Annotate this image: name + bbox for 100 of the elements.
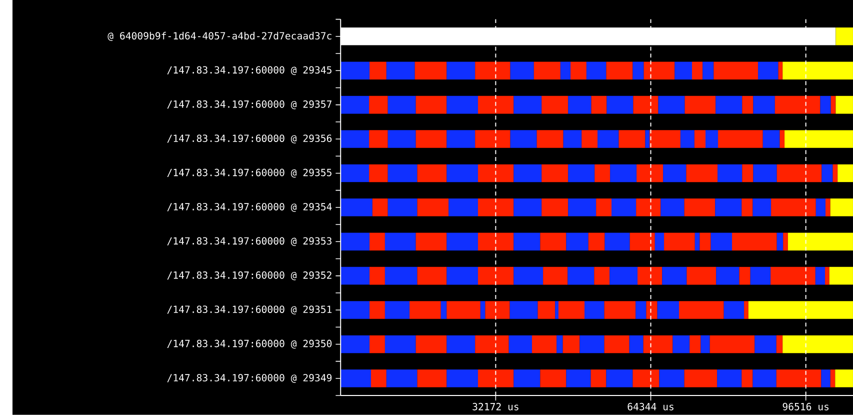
bar <box>446 130 476 148</box>
bar <box>610 266 638 285</box>
bar <box>630 232 655 251</box>
bar <box>821 370 830 388</box>
y-tick-label: /147.83.34.197:60000 @ 29350 <box>167 340 332 349</box>
bar <box>658 96 685 114</box>
bar <box>782 62 853 80</box>
bar <box>446 96 478 114</box>
bar <box>510 301 538 319</box>
bar <box>485 301 510 319</box>
bar <box>534 62 560 80</box>
bar <box>384 301 410 319</box>
y-tick-label: /147.83.34.197:60000 @ 29356 <box>167 134 332 144</box>
bar <box>692 62 703 80</box>
bar <box>663 164 686 182</box>
bar <box>556 335 563 354</box>
bar <box>710 232 732 251</box>
bar <box>417 198 449 216</box>
bar <box>690 335 701 354</box>
x-tick-label: 32172 us <box>472 402 518 410</box>
bar <box>414 62 447 80</box>
bar <box>370 232 385 251</box>
bar <box>372 198 388 216</box>
bar <box>590 370 606 388</box>
bar <box>684 370 718 388</box>
bar <box>638 266 662 285</box>
bar <box>629 335 644 354</box>
bar <box>416 335 447 354</box>
bar <box>388 96 416 114</box>
bar <box>606 62 633 80</box>
bar <box>822 164 833 182</box>
bar <box>742 198 753 216</box>
bar <box>568 96 592 114</box>
bar <box>776 370 822 388</box>
y-tick-label: /147.83.34.197:60000 @ 29345 <box>167 66 332 76</box>
bar <box>816 198 826 216</box>
bar <box>718 130 763 148</box>
bar <box>370 266 385 285</box>
bar <box>684 96 716 114</box>
bar <box>369 96 388 114</box>
bar <box>560 62 571 80</box>
bar <box>829 266 853 285</box>
bar <box>388 130 416 148</box>
bar <box>478 96 514 114</box>
bar <box>568 164 595 182</box>
bar <box>633 96 658 114</box>
bar <box>604 232 630 251</box>
bar <box>742 164 754 182</box>
bar <box>753 164 777 182</box>
bar <box>742 370 753 388</box>
bar <box>416 232 447 251</box>
bar <box>596 198 612 216</box>
bar <box>448 198 478 216</box>
bar <box>514 266 544 285</box>
bar <box>514 232 540 251</box>
bar <box>776 335 783 354</box>
bar <box>384 232 416 251</box>
bar <box>340 198 372 216</box>
bar <box>646 301 658 319</box>
bar <box>542 96 568 114</box>
bar <box>636 301 646 319</box>
bar <box>416 96 447 114</box>
bar <box>538 301 556 319</box>
bar <box>446 370 478 388</box>
bar <box>826 198 830 216</box>
bar <box>480 301 486 319</box>
bar <box>568 198 596 216</box>
bar <box>566 232 588 251</box>
bar <box>825 266 830 285</box>
bar <box>446 266 478 285</box>
bar <box>594 164 610 182</box>
bar <box>410 301 441 319</box>
bar <box>762 130 780 148</box>
bar <box>446 232 478 251</box>
bar <box>771 198 816 216</box>
bar <box>778 62 783 80</box>
bar <box>739 266 750 285</box>
bar <box>446 335 476 354</box>
bar <box>369 164 388 182</box>
bar <box>586 62 606 80</box>
bar <box>700 232 711 251</box>
bar <box>643 335 673 354</box>
bar <box>566 370 591 388</box>
bar <box>388 164 418 182</box>
bar <box>416 130 447 148</box>
bar <box>369 130 388 148</box>
bar <box>752 370 776 388</box>
bar <box>514 164 542 182</box>
bar <box>644 62 675 80</box>
bar <box>384 266 418 285</box>
bar <box>478 232 514 251</box>
bar <box>340 130 370 148</box>
bar <box>446 62 476 80</box>
bar <box>784 130 853 148</box>
bar <box>783 232 788 251</box>
bar <box>514 96 542 114</box>
bar <box>580 335 604 354</box>
bar <box>475 335 509 354</box>
bar <box>340 266 370 285</box>
bar <box>820 96 831 114</box>
